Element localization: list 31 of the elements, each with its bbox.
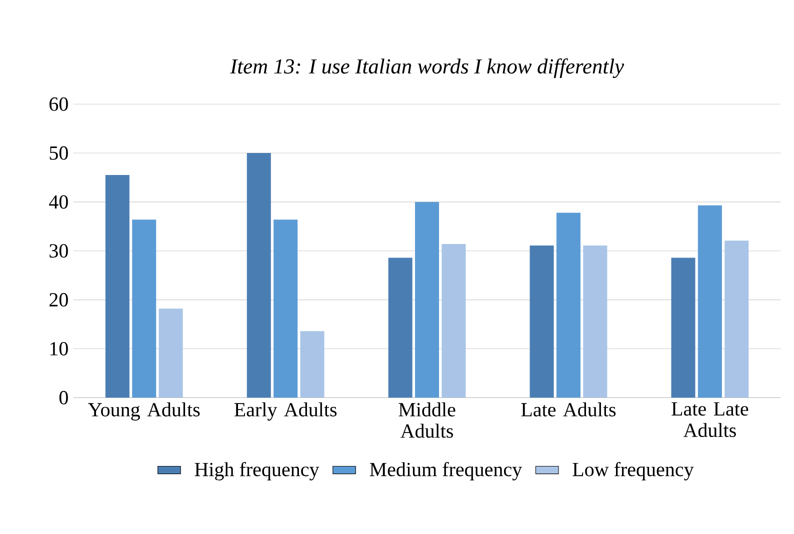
y-tick-label: 50 [50, 146, 68, 160]
bar [442, 244, 466, 398]
bar [724, 240, 749, 398]
x-tick-label: Early Adults [234, 402, 337, 421]
y-tick-label: 60 [50, 97, 68, 111]
legend-label: Medium frequency [370, 462, 522, 480]
bar [105, 175, 130, 398]
bar [246, 153, 271, 398]
bar [671, 258, 696, 398]
bar [300, 331, 324, 398]
y-tick-label: 40 [49, 195, 68, 209]
bar [132, 220, 156, 398]
y-tick-label: 10 [50, 342, 68, 356]
bar [698, 205, 722, 398]
bar [274, 220, 298, 398]
bar [530, 246, 554, 398]
y-tick-label: 30 [50, 244, 68, 258]
bar [556, 212, 580, 398]
bar [415, 202, 440, 398]
chart-title: Item 13: I use Italian words I know differently [230, 58, 624, 78]
legend-label: Low frequency [572, 462, 694, 480]
y-tick-label: 20 [50, 293, 68, 307]
legend-label: High frequency [194, 462, 320, 480]
bar [583, 246, 608, 398]
x-tick-label: Late Late Adults [672, 402, 748, 438]
bar [388, 258, 412, 398]
x-tick-label: Young Adults [88, 402, 200, 421]
x-tick-label: Late Adults [521, 402, 616, 417]
bar [158, 308, 183, 398]
y-tick-label: 0 [59, 391, 68, 405]
x-tick-label: Middle Adults [398, 402, 456, 438]
